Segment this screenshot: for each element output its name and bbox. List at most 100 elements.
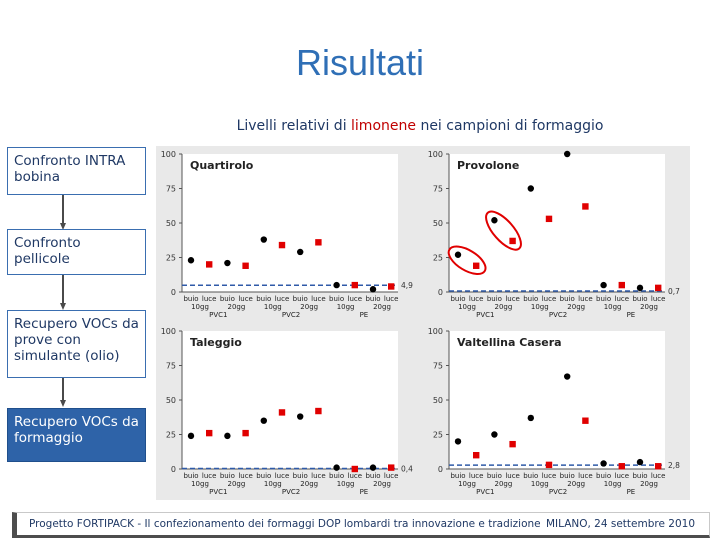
x-tick-label: 20gg — [228, 480, 246, 488]
sidebar-item-pellicole[interactable]: Confronto pellicole — [7, 229, 146, 275]
x-tick-label: buio — [450, 295, 465, 303]
x-tick-label: luce — [578, 295, 593, 303]
arrow-down-icon — [60, 378, 66, 407]
data-point — [509, 237, 516, 245]
data-point — [333, 281, 340, 289]
sidebar-item-label: Recupero VOCs da prove con simulante (ol… — [14, 316, 139, 364]
x-tick-label: buio — [632, 472, 647, 480]
y-tick-label: 100 — [161, 150, 176, 159]
x-tick-label: buio — [523, 295, 538, 303]
x-tick-label: buio — [487, 472, 502, 480]
x-tick-label: 20gg — [567, 480, 585, 488]
y-tick-label: 75 — [166, 362, 176, 371]
group-label: PVC2 — [549, 488, 567, 496]
data-point — [224, 259, 231, 267]
data-point — [545, 215, 553, 223]
plot-background — [449, 331, 665, 469]
x-tick-label: 20gg — [228, 303, 246, 311]
data-point — [582, 203, 589, 210]
sidebar-item-label: Recupero VOCs da formaggio — [14, 414, 139, 446]
x-tick-label: luce — [238, 472, 253, 480]
y-tick-label: 50 — [433, 396, 443, 405]
data-point — [206, 261, 213, 268]
x-tick-label: luce — [469, 295, 484, 303]
chart-title: Quartirolo — [190, 159, 254, 172]
data-point — [582, 417, 589, 424]
subtitle-part: nei campioni di formaggio — [416, 118, 604, 134]
x-tick-label: luce — [275, 295, 290, 303]
x-tick-label: 10gg — [337, 303, 355, 311]
sidebar-item-formaggio[interactable]: Recupero VOCs da formaggio — [7, 408, 146, 462]
plot-background — [182, 154, 398, 292]
group-label: PVC2 — [282, 311, 300, 319]
data-point — [187, 432, 195, 440]
x-tick-label: 20gg — [373, 303, 391, 311]
x-tick-label: buio — [293, 472, 308, 480]
sidebar-item-simulante[interactable]: Recupero VOCs da prove con simulante (ol… — [7, 310, 146, 378]
y-tick-label: 25 — [166, 431, 176, 440]
x-tick-label: luce — [651, 295, 666, 303]
x-tick-label: buio — [523, 472, 538, 480]
y-tick-label: 25 — [433, 254, 443, 263]
data-point — [260, 417, 267, 424]
sidebar-item-intra-bobina[interactable]: Confronto INTRA bobina — [7, 147, 146, 195]
x-tick-label: luce — [615, 472, 630, 480]
x-tick-label: luce — [238, 295, 253, 303]
data-point — [600, 460, 607, 467]
x-tick-label: buio — [560, 472, 575, 480]
y-tick-label: 50 — [166, 396, 176, 405]
group-label: PVC1 — [209, 488, 227, 496]
x-tick-label: luce — [505, 472, 520, 480]
x-tick-label: buio — [632, 295, 647, 303]
data-point — [473, 452, 480, 459]
group-label: PE — [360, 488, 369, 496]
data-point — [564, 373, 571, 380]
x-tick-label: 10gg — [458, 303, 476, 311]
x-tick-label: 20gg — [300, 480, 318, 488]
data-point — [297, 413, 304, 420]
group-label: PVC2 — [549, 311, 567, 319]
data-point — [618, 463, 625, 470]
y-tick-label: 100 — [428, 150, 443, 159]
x-tick-label: luce — [384, 472, 399, 480]
highlight-ellipse — [447, 245, 487, 275]
chart-subtitle: Livelli relativi di limonene nei campion… — [150, 118, 690, 134]
data-point — [242, 262, 249, 269]
x-tick-label: 10gg — [531, 303, 549, 311]
data-point — [333, 464, 340, 471]
x-tick-label: 20gg — [640, 480, 658, 488]
data-point — [369, 286, 377, 293]
x-tick-label: buio — [487, 295, 502, 303]
y-tick-label: 0 — [438, 465, 443, 474]
data-point — [636, 284, 644, 292]
data-point — [454, 438, 462, 445]
data-point — [297, 248, 304, 256]
x-tick-label: 20gg — [567, 303, 585, 311]
x-tick-label: buio — [329, 295, 344, 303]
group-label: PE — [360, 311, 369, 319]
x-tick-label: luce — [311, 295, 326, 303]
x-tick-label: buio — [365, 472, 380, 480]
footer-bar: Progetto FORTIPACK - Il confezionamento … — [12, 512, 710, 538]
x-tick-label: buio — [596, 295, 611, 303]
group-label: PVC1 — [476, 488, 494, 496]
y-tick-label: 0 — [171, 465, 176, 474]
data-point — [206, 429, 213, 437]
x-tick-label: luce — [542, 295, 557, 303]
data-point — [491, 217, 498, 224]
x-tick-label: 10gg — [337, 480, 355, 488]
x-tick-label: 10gg — [191, 480, 209, 488]
x-tick-label: 10gg — [458, 480, 476, 488]
x-tick-label: luce — [469, 472, 484, 480]
x-tick-label: buio — [256, 472, 271, 480]
x-tick-label: 10gg — [604, 303, 622, 311]
data-point — [564, 150, 571, 158]
x-tick-label: buio — [293, 295, 308, 303]
data-point — [187, 257, 195, 264]
data-point — [369, 464, 377, 471]
slide-title: Risultati — [295, 42, 425, 83]
data-point — [655, 463, 662, 470]
data-point — [527, 185, 534, 192]
